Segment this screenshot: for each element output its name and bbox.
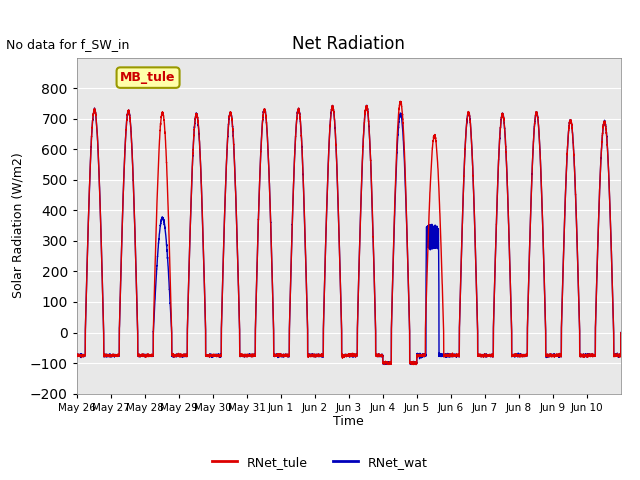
Text: MB_tule: MB_tule <box>120 71 176 84</box>
X-axis label: Time: Time <box>333 415 364 429</box>
Legend: RNet_tule, RNet_wat: RNet_tule, RNet_wat <box>207 451 433 474</box>
Y-axis label: Solar Radiation (W/m2): Solar Radiation (W/m2) <box>12 153 24 299</box>
Text: No data for f_SW_in: No data for f_SW_in <box>6 38 130 51</box>
Title: Net Radiation: Net Radiation <box>292 35 405 53</box>
